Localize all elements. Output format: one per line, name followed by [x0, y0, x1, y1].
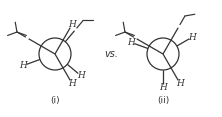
Text: (ii): (ii)	[157, 95, 169, 104]
Text: vs.: vs.	[104, 49, 118, 59]
Text: H: H	[176, 79, 184, 88]
Text: H: H	[68, 79, 76, 88]
Text: H: H	[77, 71, 85, 80]
Text: H: H	[68, 20, 76, 29]
Text: H: H	[159, 83, 167, 92]
Text: H: H	[188, 33, 196, 42]
Text: H: H	[127, 38, 135, 47]
Text: H: H	[19, 61, 27, 70]
Text: (i): (i)	[50, 95, 60, 104]
